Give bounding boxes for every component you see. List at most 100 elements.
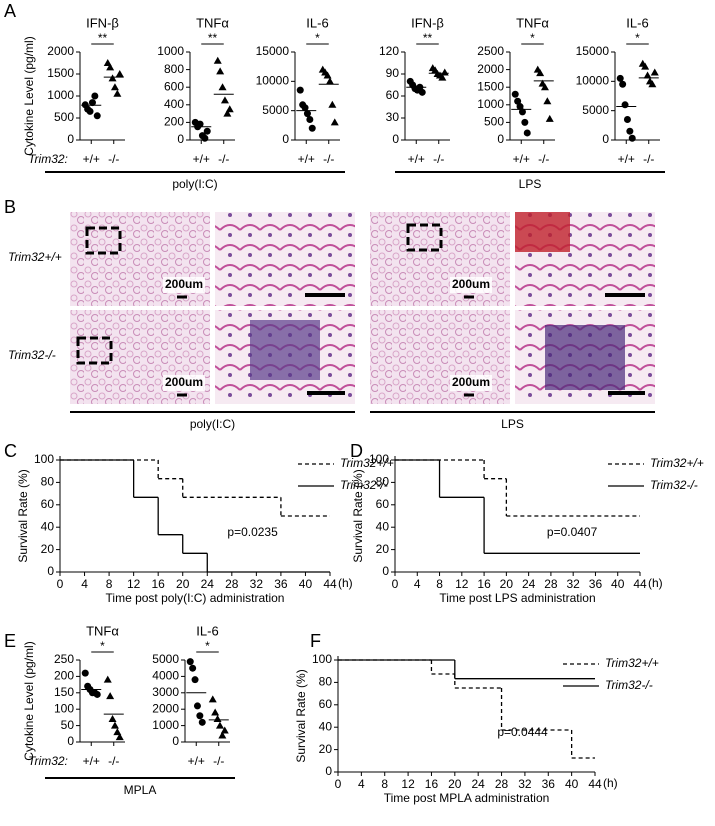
data-point <box>93 690 101 698</box>
y-tick-label: 80 <box>319 675 333 689</box>
data-point <box>330 118 339 126</box>
data-point <box>308 124 316 132</box>
data-point <box>218 83 227 91</box>
significance-label: ** <box>98 31 108 45</box>
p-value: p=0.0444 <box>497 725 548 739</box>
x-tick-label: 16 <box>152 577 166 591</box>
scale-label: 200um <box>452 277 490 291</box>
legend-label: Trim32-/- <box>340 478 388 492</box>
x-tick-label: 0 <box>392 577 399 591</box>
chart-title: TNFα <box>516 15 549 30</box>
data-point <box>626 127 634 135</box>
data-point <box>88 99 96 107</box>
x-tick-label: +/+ <box>513 152 530 166</box>
data-point <box>196 712 204 720</box>
significance-label: * <box>315 31 320 45</box>
data-point <box>113 728 122 736</box>
legend-label: Trim32+/+ <box>340 456 394 470</box>
data-point <box>191 676 199 684</box>
data-point <box>650 68 659 76</box>
x-tick-label: -/- <box>323 152 334 166</box>
data-point <box>440 68 449 76</box>
data-point <box>623 115 631 123</box>
data-point <box>201 134 209 142</box>
chart-title: TNFα <box>86 623 119 638</box>
y-tick-label: 0 <box>392 132 399 146</box>
y-tick-label: 40 <box>319 719 333 733</box>
data-point <box>616 74 624 82</box>
row-label: Trim32+/+ <box>8 250 62 264</box>
y-tick-label: 0 <box>282 132 289 146</box>
data-point <box>86 107 94 115</box>
significance-label: * <box>100 639 105 653</box>
y-tick-label: 3000 <box>152 685 179 699</box>
chart-title: TNFα <box>196 15 229 30</box>
zoom-box <box>406 223 443 252</box>
data-point <box>198 718 206 726</box>
panel-label: D <box>350 441 363 461</box>
y-tick-label: 20 <box>319 742 333 756</box>
x-tick-label: +/+ <box>188 754 205 768</box>
histology-region <box>515 212 570 252</box>
x-tick-label: -/- <box>108 754 119 768</box>
x-tick-label: 0 <box>57 577 64 591</box>
y-tick-label: 60 <box>319 697 333 711</box>
data-point <box>325 77 334 85</box>
x-tick-label: 4 <box>358 777 365 791</box>
x-tick-label: 28 <box>544 577 558 591</box>
y-tick-label: 0 <box>47 564 54 578</box>
y-tick-label: 120 <box>379 44 399 58</box>
x-tick-label: +/+ <box>298 152 315 166</box>
x-tick-label: 8 <box>106 577 113 591</box>
group-label: LPS <box>501 417 524 431</box>
y-tick-label: 10000 <box>576 74 610 88</box>
x-tick-label: 28 <box>225 577 239 591</box>
x-tick-label: -/- <box>433 152 444 166</box>
x-tick-label: +/+ <box>618 152 635 166</box>
chart-title: IFN-β <box>86 15 119 30</box>
data-point <box>211 708 220 716</box>
data-point <box>213 56 222 64</box>
y-tick-label: 50 <box>61 718 75 732</box>
data-point <box>518 108 526 116</box>
data-point <box>514 97 522 105</box>
chart-title: IL-6 <box>306 15 328 30</box>
data-point <box>545 114 554 122</box>
x-tick-label: 16 <box>425 777 439 791</box>
scale-label-bg <box>450 375 492 391</box>
y-tick-label: 2000 <box>47 44 74 58</box>
y-tick-label: 0 <box>325 764 332 778</box>
y-tick-label: 500 <box>54 110 74 124</box>
y-tick-label: 100 <box>54 701 74 715</box>
chart-title: IFN-β <box>411 15 444 30</box>
x-axis-label: Time post poly(I:C) administration <box>106 591 285 605</box>
x-tick-label: 20 <box>448 777 462 791</box>
data-point <box>220 726 229 734</box>
scale-label-bg <box>163 277 205 293</box>
data-point <box>103 675 112 683</box>
x-tick-label: -/- <box>213 754 224 768</box>
panel-label: B <box>4 197 16 217</box>
x-tick-label: 16 <box>477 577 491 591</box>
x-tick-label: -/- <box>643 152 654 166</box>
row-label: Trim32-/- <box>8 348 56 362</box>
data-point <box>628 134 636 142</box>
data-point <box>540 83 549 91</box>
y-tick-label: 200 <box>54 669 74 683</box>
y-tick-label: 0 <box>67 132 74 146</box>
data-point <box>323 71 332 79</box>
y-tick-label: 2000 <box>152 701 179 715</box>
data-point <box>193 702 201 710</box>
x-tick-label: 24 <box>472 777 486 791</box>
scale-label: 200um <box>165 277 203 291</box>
data-point <box>113 89 122 97</box>
x-axis-label: Time post MPLA administration <box>384 791 550 805</box>
data-point <box>110 83 119 91</box>
group-axis-label: Trim32: <box>28 754 68 768</box>
data-point <box>648 80 657 88</box>
y-tick-label: 60 <box>376 497 390 511</box>
chart-title: IL-6 <box>626 15 648 30</box>
group-label: LPS <box>519 177 542 191</box>
data-point <box>106 692 115 700</box>
data-point <box>216 67 225 75</box>
